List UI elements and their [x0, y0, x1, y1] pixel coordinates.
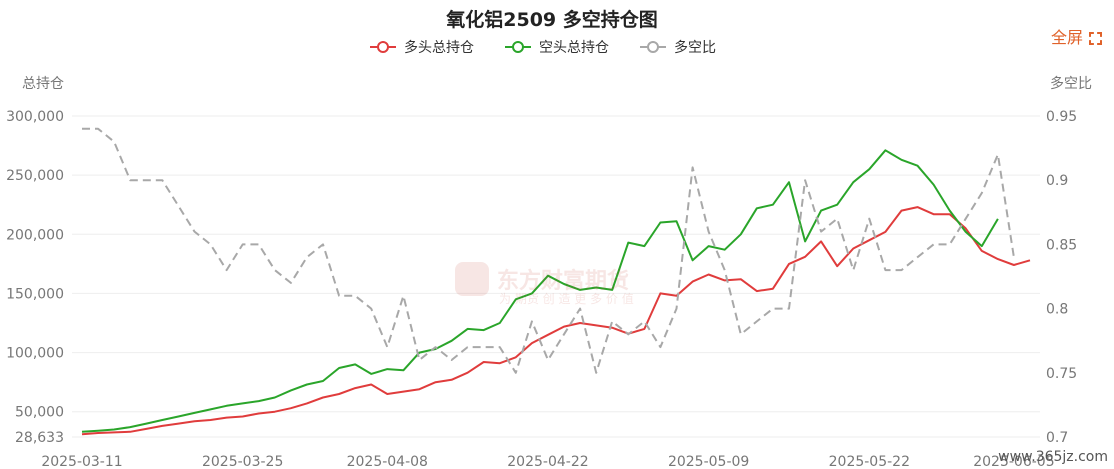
legend-item[interactable]: 多空比	[640, 39, 716, 56]
right-tick-label: 0.8	[1046, 302, 1068, 318]
watermark: 东方财富期货 为 期货 创 造 更 多 价 值	[455, 262, 634, 307]
legend-marker-icon	[512, 41, 524, 53]
right-axis-ticks: 0.95 0.9 0.85 0.8 0.75 0.7	[1046, 109, 1077, 446]
left-tick-label: 200,000	[6, 227, 64, 243]
watermark-logo-icon	[455, 262, 489, 296]
legend: 多头总持仓 空头总持仓 多空比	[370, 39, 716, 56]
left-tick-label: 50,000	[15, 405, 64, 421]
right-axis-name: 多空比	[1050, 75, 1092, 92]
site-watermark: www.365jz.com	[998, 449, 1108, 465]
legend-label: 空头总持仓	[539, 40, 609, 56]
fullscreen-button[interactable]: 全屏	[1051, 24, 1102, 48]
legend-label: 多头总持仓	[404, 39, 474, 56]
x-tick-label: 2025-06-05	[973, 454, 1054, 469]
right-tick-label: 0.85	[1046, 237, 1077, 253]
right-tick-label: 0.7	[1046, 430, 1068, 446]
legend-label: 多空比	[674, 39, 716, 56]
x-tick-label: 2025-04-22	[507, 454, 588, 469]
grid-lines	[72, 115, 1040, 438]
left-tick-label: 28,633	[15, 430, 64, 446]
chart-title: 氧化铝2509 多空持仓图	[446, 8, 658, 31]
left-axis-ticks: 300,000 250,000 200,000 150,000 100,000 50,00…	[6, 109, 64, 446]
x-tick-label: 2025-03-11	[41, 454, 122, 469]
left-tick-label: 100,000	[6, 346, 64, 362]
right-tick-label: 0.95	[1046, 109, 1077, 125]
watermark-name: 东方财富期货	[497, 269, 630, 294]
series-line	[81, 149, 999, 433]
series-layer	[81, 127, 1031, 436]
left-tick-label: 300,000	[6, 109, 64, 125]
watermark-slogan: 为 期货 创 造 更 多 价 值	[499, 292, 634, 306]
fullscreen-label: 全屏	[1050, 28, 1083, 47]
series-line	[82, 127, 1015, 374]
legend-item[interactable]: 空头总持仓	[505, 40, 609, 56]
x-tick-label: 2025-05-09	[668, 454, 749, 469]
left-axis-name: 总持仓	[22, 76, 64, 92]
right-tick-label: 0.75	[1046, 366, 1077, 382]
left-tick-label: 150,000	[6, 286, 64, 302]
legend-marker-icon	[377, 41, 389, 53]
series-line	[81, 206, 1031, 436]
legend-marker-icon	[647, 41, 659, 53]
legend-item[interactable]: 多头总持仓	[370, 39, 474, 56]
x-tick-label: 2025-03-25	[202, 454, 283, 469]
x-tick-label: 2025-04-08	[347, 454, 428, 469]
x-axis-ticks: 2025-03-11 2025-03-25 2025-04-08 2025-04-22…	[41, 454, 1054, 469]
fullscreen-icon	[1089, 32, 1102, 45]
left-tick-label: 250,000	[6, 168, 64, 184]
x-tick-label: 2025-05-22	[829, 454, 910, 469]
right-tick-label: 0.9	[1046, 173, 1068, 189]
